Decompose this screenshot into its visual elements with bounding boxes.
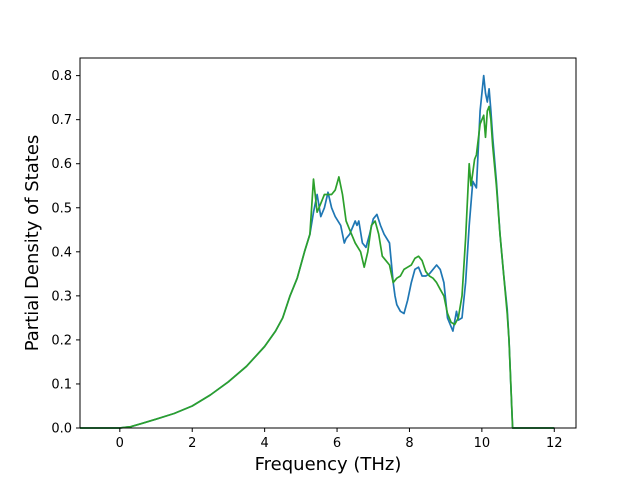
plot-frame: [79, 57, 577, 429]
x-tick-label: 4: [261, 436, 269, 451]
x-tick-label: 12: [546, 436, 563, 451]
y-tick-label: 0.3: [51, 289, 72, 304]
series-layer: [80, 74, 555, 429]
y-tick-label: 0.2: [51, 333, 72, 348]
y-tick-label: 0.0: [51, 422, 72, 437]
series-line-1: [80, 74, 555, 429]
y-tick-label: 0.5: [51, 201, 72, 216]
y-tick-label: 0.4: [51, 245, 72, 260]
y-tick-label: 0.1: [51, 377, 72, 392]
series-line-2: [80, 105, 555, 429]
y-axis-ticks: 0.0 0.1 0.2 0.3 0.4 0.5 0.6 0.7 0.8: [51, 69, 80, 437]
x-tick-label: 8: [405, 436, 413, 451]
x-tick-label: 0: [116, 436, 124, 451]
x-axis-label: Frequency (THz): [255, 454, 402, 475]
y-tick-label: 0.7: [51, 113, 72, 128]
y-axis-label: Partial Density of States: [22, 135, 43, 352]
x-tick-label: 6: [333, 436, 341, 451]
x-axis-ticks: 0 2 4 6 8 10 12: [116, 428, 563, 451]
y-tick-label: 0.6: [51, 157, 72, 172]
x-tick-label: 2: [188, 436, 196, 451]
x-tick-label: 10: [474, 436, 491, 451]
y-tick-label: 0.8: [51, 69, 72, 84]
